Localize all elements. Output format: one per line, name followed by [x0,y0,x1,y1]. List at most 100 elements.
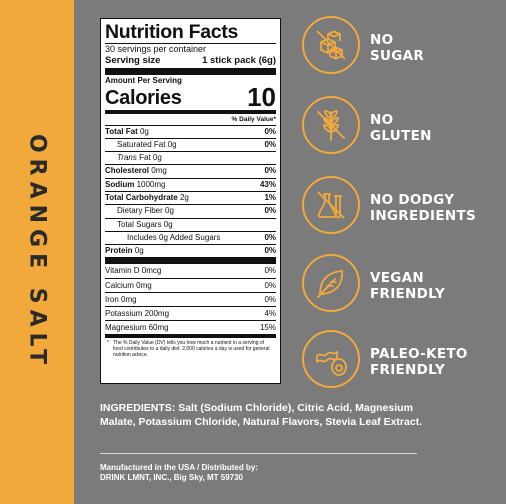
footnote-star: * [107,339,109,346]
nutrient-row-dietary-fiber: Dietary Fiber 0g 0% [105,204,276,217]
nutrient-row-protein: Protein 0g 0% [105,244,276,257]
claim-line: INGREDIENTS [370,208,477,224]
claim-line: GLUTEN [370,128,432,144]
nutrient-amount: 0g [167,139,177,149]
claim-label: VEGAN FRIENDLY [370,270,445,302]
vitamin-row: Potassium 200mg 4% [105,306,276,320]
divider [100,453,417,454]
claim-no-sugar: NO SUGAR [302,16,502,80]
amount-per-serving: Amount Per Serving [105,76,182,85]
vitamin-label: Calcium 0mg [105,280,152,290]
nutrient-dv: 0% [264,246,276,256]
claim-no-gluten: NO GLUTEN [302,96,502,160]
claim-label: NO DODGY INGREDIENTS [370,192,476,224]
vitamin-label: Vitamin D 0mcg [105,266,162,276]
divider [105,334,276,338]
vitamin-row: Magnesium 60mg 15% [105,320,276,334]
sugar-cubes-crossed-icon [302,16,360,74]
claim-line: PALEO-KETO [370,346,468,362]
vitamin-row: Calcium 0mg 0% [105,277,276,292]
nutrition-title: Nutrition Facts [105,21,239,43]
ingredients-text: Salt (Sodium Chloride), Citric Acid, Mag… [100,402,423,428]
vitamin-dv: 0% [264,280,276,290]
leaf-icon [302,254,360,312]
nutrient-dv: 0% [264,166,276,176]
wheat-icon [302,96,360,154]
claim-line: SUGAR [370,48,425,64]
claim-label: PALEO-KETO FRIENDLY [370,346,468,378]
claim-paleo-keto-friendly: PALEO-KETO FRIENDLY [302,330,502,394]
nutrient-label: Saturated Fat [117,139,166,149]
claim-line: FRIENDLY [370,362,446,378]
nutrient-label: Total Sugars [117,219,162,229]
nutrient-label: Cholesterol [105,166,150,176]
ingredients-statement: INGREDIENTS: Salt (Sodium Chloride), Cit… [100,402,430,429]
nutrient-row-added-sugars: Includes 0g Added Sugars 0% [105,230,276,244]
main-panel: Nutrition Facts 30 servings per containe… [74,0,506,504]
nutrient-amount: 1000mg [136,179,166,189]
divider [105,43,276,44]
nutrient-label: Dietary Fiber [117,206,163,216]
manufacturer-info: Manufactured in the USA / Distributed by… [100,463,258,483]
nutrition-facts-panel: Nutrition Facts 30 servings per containe… [100,18,281,384]
nutrient-amount: 0g [165,206,174,216]
daily-value-header: % Daily Value* [231,115,276,123]
claim-line: NO DODGY [370,192,455,208]
nutrient-dv: 1% [264,192,276,202]
nutrient-amount: 2g [179,192,189,202]
nutrient-amount: Fat 0g [139,153,162,163]
servings-per-container: 30 servings per container [105,44,207,54]
serving-size-row: Serving size 1 stick pack (6g) [105,55,276,66]
nutrient-row-trans-fat: Trans Fat 0g [105,151,276,164]
vitamin-dv: 15% [259,323,276,333]
nutrient-label: Total Fat [105,126,138,136]
divider [105,110,276,114]
claim-line: NO [370,32,394,48]
nutrient-row-total-sugars: Total Sugars 0g [105,217,276,231]
calories-label: Calories [105,87,182,109]
serving-size-value: 1 stick pack (6g) [202,55,276,66]
vitamin-row: Vitamin D 0mcg 0% [105,264,276,277]
claim-no-dodgy-ingredients: NO DODGY INGREDIENTS [302,176,502,240]
nutrient-label: Total Carbohydrate [105,192,178,202]
nutrient-label: Sodium [105,179,135,189]
nutrient-row-total-fat: Total Fat 0g 0% [105,124,276,138]
footnote-text: The % Daily Value (DV) tells you how muc… [113,339,270,358]
nutrient-label: Includes 0g Added Sugars [127,232,221,242]
nutrient-row-saturated-fat: Saturated Fat 0g 0% [105,137,276,151]
nutrient-amount: 0g [134,246,144,256]
vitamin-dv: 0% [264,294,276,304]
claim-vegan-friendly: VEGAN FRIENDLY [302,254,502,318]
nutrient-dv: 0% [264,232,276,242]
claim-line: FRIENDLY [370,286,446,302]
vitamin-dv: 0% [264,266,276,276]
claim-line: NO [370,112,394,128]
manufacturer-line: Manufactured in the USA / Distributed by… [100,463,258,472]
nutrient-dv: 0% [264,139,276,149]
nutrient-amount: 0g [163,219,173,229]
claim-label: NO GLUTEN [370,112,432,144]
calories-value: 10 [247,82,276,112]
flask-crossed-icon [302,176,360,234]
serving-size-label: Serving size [105,55,161,66]
calories-row: Calories 10 [105,82,276,112]
nutrient-dv: 0% [264,206,276,216]
vitamin-dv: 4% [264,309,276,319]
nutrient-label: Trans [117,153,137,163]
divider [105,68,276,75]
nutrient-amount: 0g [139,126,149,136]
vitamin-row: Iron 0mg 0% [105,291,276,306]
nutrient-dv: 0% [264,126,276,136]
side-band: ORANGE SALT [0,0,74,504]
vitamin-label: Iron 0mg [105,294,137,304]
flavor-label: ORANGE SALT [24,133,50,371]
nutrient-row-total-carbohydrate: Total Carbohydrate 2g 1% [105,190,276,204]
nutrient-row-cholesterol: Cholesterol 0mg 0% [105,164,276,177]
bacon-egg-icon [302,330,360,388]
claim-label: NO SUGAR [370,32,424,64]
nutrient-amount: 0mg [151,166,167,176]
claim-line: VEGAN [370,270,424,286]
vitamin-label: Magnesium 60mg [105,323,169,333]
ingredients-label: INGREDIENTS: [100,402,176,414]
nutrient-dv: 43% [259,179,276,189]
